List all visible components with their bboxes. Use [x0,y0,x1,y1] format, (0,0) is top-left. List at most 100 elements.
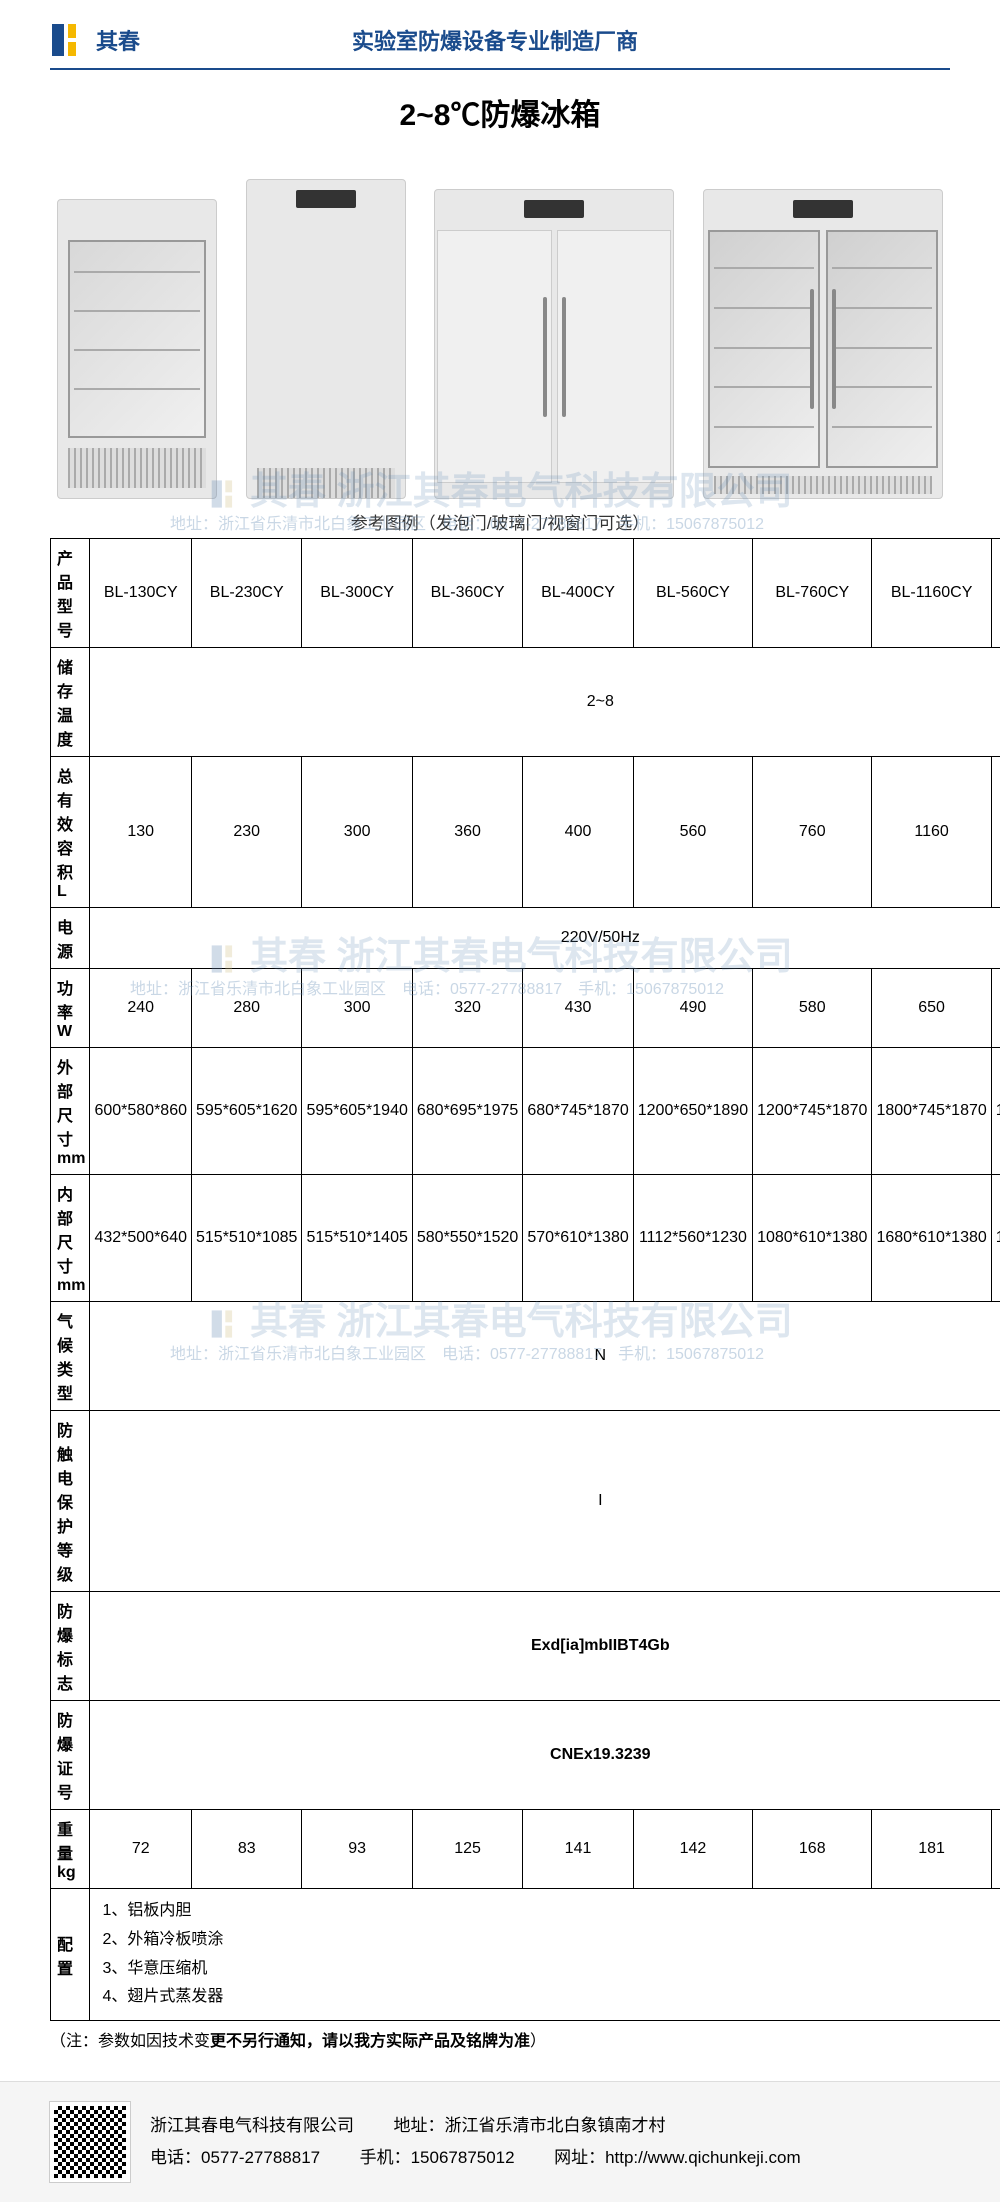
row-power: 功率 W 240 280 300 320 430 490 580 650 720 [51,969,1000,1048]
cell: 130 [90,757,192,908]
logo-text: 其春 [96,24,140,56]
header: 其春 实验室防爆设备专业制造厂商 [50,20,950,70]
cell: 142 [633,1810,752,1889]
cell: 125 [412,1810,522,1889]
image-caption: 参考图例（发泡门/玻璃门/视窗门可选） [50,509,950,534]
cell: 432*500*640 [90,1175,192,1302]
cell: 240 [90,969,192,1048]
cell: BL-230CY [192,539,302,648]
cell: 720 [991,969,1000,1048]
footer-text: 浙江其春电气科技有限公司 地址：浙江省乐清市北白象镇南才村 电话：0577-27… [150,2110,801,2175]
label-int: 内部尺寸mm [51,1175,90,1302]
row-temp: 储存温度 2~8 [51,648,1000,757]
cell: 1590*590*1570 [991,1175,1000,1302]
cell: 490 [633,969,752,1048]
row-int: 内部尺寸mm 432*500*640 515*510*1085 515*510*… [51,1175,1000,1302]
cell: 1080*610*1380 [753,1175,872,1302]
label-weight: 重量 kg [51,1810,90,1889]
label-explosion-mark: 防爆标志 [51,1592,90,1701]
cell: 83 [192,1810,302,1889]
footer-web: http://www.qichunkeji.com [605,2148,801,2167]
label-power-supply: 电源 [51,908,90,969]
cell-config: 1、铝板内胆 2、外箱冷板喷涂 3、华意压缩机 4、翅片式蒸发器 [90,1889,1000,2021]
qr-code [50,2102,130,2182]
cell: 1112*560*1230 [633,1175,752,1302]
label-shock: 防触电保护等级 [51,1411,90,1592]
cell: BL-1360CY [991,539,1000,648]
label-volume: 总有效容积 L [51,757,90,908]
cell: 680*695*1975 [412,1048,522,1175]
note: （注：参数如因技术变更不另行通知，请以我方实际产品及铭牌为准） [50,2027,950,2051]
config-item: 3、华意压缩机 [102,1955,1000,1984]
cell: 515*510*1405 [302,1175,412,1302]
row-power-supply: 电源 220V/50Hz [51,908,1000,969]
cell-shock: I [90,1411,1000,1592]
row-shock: 防触电保护等级 I [51,1411,1000,1592]
cell: BL-360CY [412,539,522,648]
cell: 181 [872,1810,991,1889]
cell-temp: 2~8 [90,648,1000,757]
cell: 400 [523,757,633,908]
label-temp: 储存温度 [51,648,90,757]
cell-climate: N [90,1302,1000,1411]
footer-mobile-label: 手机： [360,2148,411,2167]
cell: 230 [192,757,302,908]
row-config: 配置 1、铝板内胆 2、外箱冷板喷涂 3、华意压缩机 4、翅片式蒸发器 [51,1889,1000,2021]
cell: 560 [633,757,752,908]
cell: 1160 [872,757,991,908]
cell: BL-1160CY [872,539,991,648]
cell: 141 [523,1810,633,1889]
note-suffix: ） [530,2033,546,2050]
row-model: 产品型号 BL-130CY BL-230CY BL-300CY BL-360CY… [51,539,1000,648]
page: 其春 浙江其春电气科技有限公司 地址：浙江省乐清市北白象工业园区 电话：0577… [0,0,1000,2081]
cell: 515*510*1085 [192,1175,302,1302]
cell: 580*550*1520 [412,1175,522,1302]
logo: 其春 [50,20,140,60]
cell: 168 [753,1810,872,1889]
cell: 1880*740*2070 [991,1048,1000,1175]
footer-address-label: 地址： [393,2116,444,2135]
row-weight: 重量 kg 72 83 93 125 141 142 168 181 220 [51,1810,1000,1889]
cell: 93 [302,1810,412,1889]
cell: 595*605*1620 [192,1048,302,1175]
footer-web-label: 网址： [554,2148,605,2167]
cell: 320 [412,969,522,1048]
row-cert: 防爆证号 CNEx19.3239 [51,1701,1000,1810]
cell: BL-560CY [633,539,752,648]
label-config: 配置 [51,1889,90,2021]
row-volume: 总有效容积 L 130 230 300 360 400 560 760 1160… [51,757,1000,908]
cell: 72 [90,1810,192,1889]
page-title: 2~8℃防爆冰箱 [50,90,950,134]
note-prefix: （注：参数如因技术变 [50,2033,210,2050]
row-climate: 气候类型 N [51,1302,1000,1411]
cell: 680*745*1870 [523,1048,633,1175]
product-image-row [50,159,950,499]
logo-icon [50,20,90,60]
cell-cert: CNEx19.3239 [90,1701,1000,1810]
footer-mobile: 15067875012 [411,2148,515,2167]
row-explosion-mark: 防爆标志 Exd[ia]mbIIBT4Gb [51,1592,1000,1701]
footer-phone-label: 电话： [150,2148,201,2167]
cell: 1360 [991,757,1000,908]
cell: 360 [412,757,522,908]
cell: 1800*745*1870 [872,1048,991,1175]
cell: 595*605*1940 [302,1048,412,1175]
product-image-1 [57,199,217,499]
cell: 280 [192,969,302,1048]
cell: 650 [872,969,991,1048]
product-image-2 [246,179,406,499]
row-ext: 外部尺寸mm 600*580*860 595*605*1620 595*605*… [51,1048,1000,1175]
label-model: 产品型号 [51,539,90,648]
cell: 300 [302,757,412,908]
tagline: 实验室防爆设备专业制造厂商 [140,24,950,56]
config-item: 2、外箱冷板喷涂 [102,1926,1000,1955]
cell: 600*580*860 [90,1048,192,1175]
cell: 570*610*1380 [523,1175,633,1302]
spec-table: 产品型号 BL-130CY BL-230CY BL-300CY BL-360CY… [50,538,1000,2021]
config-item: 4、翅片式蒸发器 [102,1983,1000,2012]
cell-power-supply: 220V/50Hz [90,908,1000,969]
cell: BL-400CY [523,539,633,648]
cell: 580 [753,969,872,1048]
cell: 1680*610*1380 [872,1175,991,1302]
label-climate: 气候类型 [51,1302,90,1411]
